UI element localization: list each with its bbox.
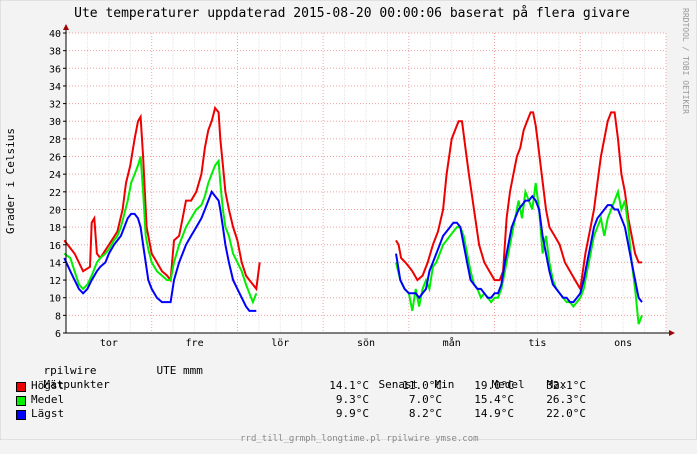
- x-tick-label: fre: [186, 338, 204, 349]
- y-tick-label: 26: [49, 153, 61, 164]
- legend-value-min: 11.0°C: [402, 379, 442, 392]
- chart-frame: Ute temperaturer uppdaterad 2015-08-20 0…: [0, 0, 697, 444]
- y-tick-label: 18: [49, 223, 61, 234]
- rrdtool-watermark: RRDTOOL / TOBI OETIKER: [681, 8, 690, 114]
- y-tick-label: 22: [49, 188, 61, 199]
- y-tick-label: 24: [49, 170, 61, 181]
- y-tick-label: 34: [49, 82, 61, 93]
- y-tick-label: 28: [49, 135, 61, 146]
- legend-group-label: Mätpunkter: [43, 378, 110, 391]
- series-line-medel: [63, 156, 258, 305]
- legend-series-name: Lägst: [31, 407, 65, 420]
- temperature-chart: Ute temperaturer uppdaterad 2015-08-20 0…: [0, 0, 697, 441]
- legend-value-medel: 19.0°C: [474, 379, 514, 392]
- legend-swatch-högst: [16, 382, 26, 392]
- legend-source: rpilwire: [43, 364, 97, 377]
- y-tick-label: 12: [49, 276, 61, 287]
- legend-value-senast: 9.3°C: [335, 393, 369, 406]
- y-tick-label: 6: [55, 329, 61, 340]
- x-tick-label: sön: [357, 338, 375, 349]
- grid-lines: [65, 32, 667, 334]
- y-tick-label: 38: [49, 47, 61, 58]
- legend-value-medel: 15.4°C: [474, 393, 514, 406]
- y-tick-label: 32: [49, 100, 61, 111]
- legend-series-name: Medel: [31, 393, 65, 406]
- axes: 6 8 10 12 14 16 18 20 22 24 26 28 30 32 34 36 38 40 tor fre…: [49, 24, 675, 349]
- legend-value-max: 26.3°C: [546, 393, 586, 406]
- y-tick-label: 10: [49, 294, 61, 305]
- footer-credit: rrd_till_grmph_longtime.pl rpilwire ymse…: [240, 434, 479, 444]
- x-tick-label: lör: [271, 338, 289, 349]
- series-line-medel: [395, 182, 643, 325]
- x-tick-label: tor: [100, 338, 118, 349]
- y-tick-label: 30: [49, 117, 61, 128]
- legend-series-name: Högst: [31, 379, 65, 392]
- chart-title: Ute temperaturer uppdaterad 2015-08-20 0…: [74, 6, 630, 21]
- y-tick-label: 40: [49, 29, 61, 40]
- legend-header-max: Max: [546, 378, 567, 391]
- x-axis-arrow: [669, 330, 675, 336]
- y-tick-label: 14: [49, 258, 61, 269]
- y-tick-label: 8: [55, 311, 61, 322]
- legend-value-min: 7.0°C: [408, 393, 442, 406]
- legend-value-max: 22.0°C: [546, 407, 586, 420]
- series-line-lägst: [63, 189, 257, 312]
- y-axis-label: Grader i Celsius: [4, 128, 17, 234]
- y-tick-label: 36: [49, 64, 61, 75]
- x-tick-label: ons: [614, 338, 632, 349]
- legend-value-medel: 14.9°C: [474, 407, 514, 420]
- legend-header-min: Min: [434, 378, 455, 391]
- series-line-högst: [63, 105, 261, 292]
- data-series: [63, 105, 643, 325]
- x-tick-label: tis: [528, 338, 546, 349]
- legend-value-senast: 9.9°C: [335, 407, 369, 420]
- legend-swatch-lägst: [16, 410, 26, 420]
- y-tick-label: 20: [49, 205, 61, 216]
- y-axis-arrow: [63, 24, 69, 30]
- y-tick-label: 16: [49, 241, 61, 252]
- legend-swatch-medel: [16, 396, 26, 406]
- legend-sensor: UTE mmm: [156, 364, 203, 377]
- legend-header-medel: Medel: [491, 378, 525, 391]
- legend-header-senast: Senast: [378, 378, 419, 391]
- legend-value-senast: 14.1°C: [329, 379, 369, 392]
- series-line-lägst: [395, 194, 643, 304]
- legend-value-max: 32.1°C: [546, 379, 586, 392]
- series-line-högst: [395, 111, 642, 292]
- legend-value-min: 8.2°C: [408, 407, 442, 420]
- x-tick-label: mån: [443, 336, 461, 349]
